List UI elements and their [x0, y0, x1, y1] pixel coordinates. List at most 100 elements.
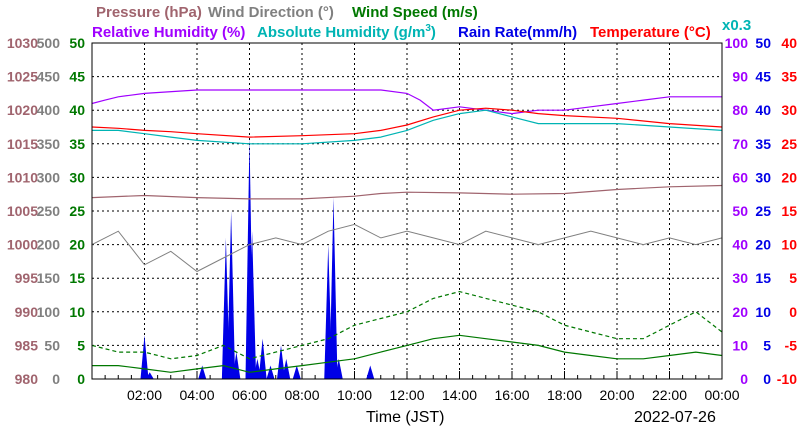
- tick-wind-direction: 0: [52, 371, 60, 387]
- tick-relative-humidity: 0: [740, 371, 748, 387]
- series-line: [91, 184, 723, 200]
- plot-frame: [91, 42, 723, 380]
- x-tick-label: 14:00: [442, 387, 477, 403]
- legend-absolute-humidity-sup: 3: [425, 23, 431, 34]
- tick-temperature: 20: [781, 169, 797, 185]
- tick-rain-rate: 40: [755, 102, 771, 118]
- x-tick-label: 08:00: [284, 387, 319, 403]
- tick-wind-speed: 25: [69, 203, 85, 219]
- tick-wind-speed: 40: [69, 102, 85, 118]
- tick-temperature: 15: [781, 203, 797, 219]
- rain-spike: [266, 365, 275, 379]
- tick-wind-direction: 250: [37, 203, 61, 219]
- rain-spike: [198, 365, 207, 379]
- rain-spike: [248, 231, 257, 379]
- tick-rain-rate: 45: [755, 69, 771, 85]
- legend-abs-humidity-scale: x0.3: [722, 17, 751, 34]
- tick-wind-speed: 45: [69, 69, 85, 85]
- axis-ticks: 1030102510201015101010051000995990985980…: [7, 35, 797, 403]
- tick-pressure: 980: [15, 371, 39, 387]
- tick-pressure: 1025: [7, 69, 38, 85]
- tick-pressure: 1015: [7, 136, 38, 152]
- x-tick-label: 22:00: [652, 387, 687, 403]
- series-line: [91, 89, 722, 115]
- tick-wind-speed: 20: [69, 237, 85, 253]
- tick-relative-humidity: 30: [732, 270, 748, 286]
- rain-spike: [329, 197, 338, 379]
- rain-rate-series: [140, 137, 375, 379]
- tick-relative-humidity: 10: [732, 337, 748, 353]
- tick-wind-speed: 30: [69, 169, 85, 185]
- tick-wind-speed: 50: [69, 35, 85, 51]
- rain-spike: [292, 365, 301, 379]
- line-series: [91, 89, 723, 373]
- tick-pressure: 995: [15, 270, 39, 286]
- legend-relative-humidity: Relative Humidity (%): [92, 24, 245, 41]
- tick-wind-direction: 400: [37, 102, 61, 118]
- tick-rain-rate: 0: [763, 371, 771, 387]
- tick-wind-speed: 35: [69, 136, 85, 152]
- tick-temperature: 25: [781, 136, 797, 152]
- tick-pressure: 1000: [7, 237, 38, 253]
- tick-temperature: -5: [785, 337, 798, 353]
- tick-wind-direction: 350: [37, 136, 61, 152]
- series-line: [92, 334, 723, 373]
- rain-spike: [232, 352, 241, 379]
- tick-wind-direction: 450: [37, 69, 61, 85]
- tick-wind-speed: 15: [69, 270, 85, 286]
- tick-wind-direction: 200: [37, 237, 61, 253]
- tick-relative-humidity: 100: [725, 35, 749, 51]
- tick-wind-speed: 10: [69, 304, 85, 320]
- x-tick-label: 12:00: [389, 387, 424, 403]
- tick-wind-direction: 50: [44, 337, 60, 353]
- series-line: [91, 107, 723, 138]
- rain-spike: [145, 372, 154, 379]
- rain-spike: [282, 358, 291, 379]
- tick-rain-rate: 5: [763, 337, 771, 353]
- tick-temperature: 10: [781, 237, 797, 253]
- tick-rain-rate: 35: [755, 136, 771, 152]
- tick-wind-direction: 100: [37, 304, 61, 320]
- tick-temperature: -10: [777, 371, 797, 387]
- legend-absolute-humidity: Absolute Humidity (g/m3): [257, 23, 436, 41]
- x-tick-label: 18:00: [547, 387, 582, 403]
- rain-spike: [221, 237, 230, 379]
- tick-wind-direction: 150: [37, 270, 61, 286]
- legend-pressure: Pressure (hPa): [96, 4, 202, 21]
- tick-rain-rate: 30: [755, 169, 771, 185]
- rain-spike: [334, 358, 343, 379]
- tick-pressure: 1005: [7, 203, 38, 219]
- x-tick-label: 20:00: [599, 387, 634, 403]
- x-axis-label: Time (JST): [366, 409, 445, 426]
- legend-wind-speed: Wind Speed (m/s): [352, 4, 478, 21]
- tick-pressure: 1020: [7, 102, 38, 118]
- rain-spike: [258, 338, 267, 379]
- x-tick-label: 10:00: [337, 387, 372, 403]
- tick-relative-humidity: 70: [732, 136, 748, 152]
- legend-wind-direction: Wind Direction (°): [208, 4, 334, 21]
- rain-spike: [366, 365, 375, 379]
- series-line: [91, 223, 723, 273]
- tick-temperature: 30: [781, 102, 797, 118]
- legend-rain-rate: Rain Rate(mm/h): [458, 24, 577, 41]
- tick-temperature: 35: [781, 69, 797, 85]
- tick-relative-humidity: 50: [732, 203, 748, 219]
- tick-wind-speed: 5: [77, 337, 85, 353]
- rain-spike: [277, 345, 285, 379]
- tick-pressure: 1030: [7, 35, 38, 51]
- x-tick-label: 02:00: [127, 387, 162, 403]
- x-tick-label: 00:00: [704, 387, 739, 403]
- x-tick-label: 06:00: [232, 387, 267, 403]
- tick-rain-rate: 15: [755, 270, 771, 286]
- tick-pressure: 1010: [7, 169, 38, 185]
- tick-wind-direction: 300: [37, 169, 61, 185]
- series-line: [92, 109, 723, 145]
- x-tick-label: 16:00: [494, 387, 529, 403]
- tick-pressure: 990: [15, 304, 39, 320]
- tick-temperature: 40: [781, 35, 797, 51]
- chart-date: 2022-07-26: [634, 409, 716, 426]
- tick-temperature: 5: [789, 270, 797, 286]
- tick-rain-rate: 10: [755, 304, 771, 320]
